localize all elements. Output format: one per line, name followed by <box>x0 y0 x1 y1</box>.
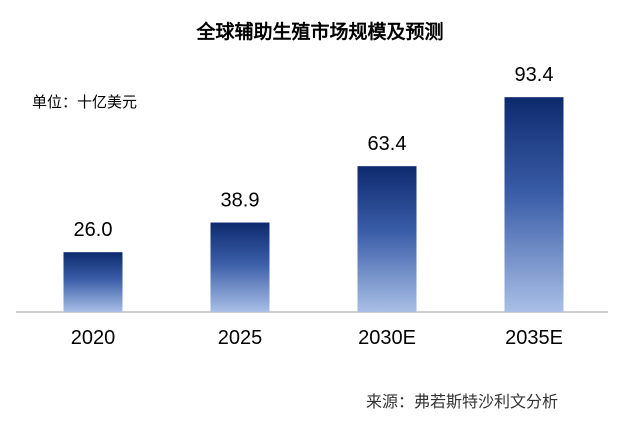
x-tick-label-2020: 2020 <box>71 327 116 349</box>
bars-layer: 26.0 2020 38.9 2025 63.4 2030E 93.4 2035E <box>63 64 564 349</box>
x-tick-label-2035E: 2035E <box>505 327 563 349</box>
source-note: 来源：弗若斯特沙利文分析 <box>366 392 558 411</box>
value-label-2025: 38.9 <box>221 190 260 212</box>
x-tick-label-2025: 2025 <box>218 327 263 349</box>
bar-2020 <box>63 252 123 312</box>
chart-title: 全球辅助生殖市场规模及预测 <box>195 20 443 43</box>
value-label-2020: 26.0 <box>74 219 113 241</box>
value-label-2030E: 63.4 <box>368 133 407 155</box>
bar-2035E <box>504 97 564 313</box>
value-label-2035E: 93.4 <box>515 64 554 86</box>
bar-2030E <box>357 166 417 312</box>
unit-label: 单位：十亿美元 <box>32 93 137 111</box>
bar-2025 <box>210 222 270 312</box>
x-tick-label-2030E: 2030E <box>358 327 416 349</box>
